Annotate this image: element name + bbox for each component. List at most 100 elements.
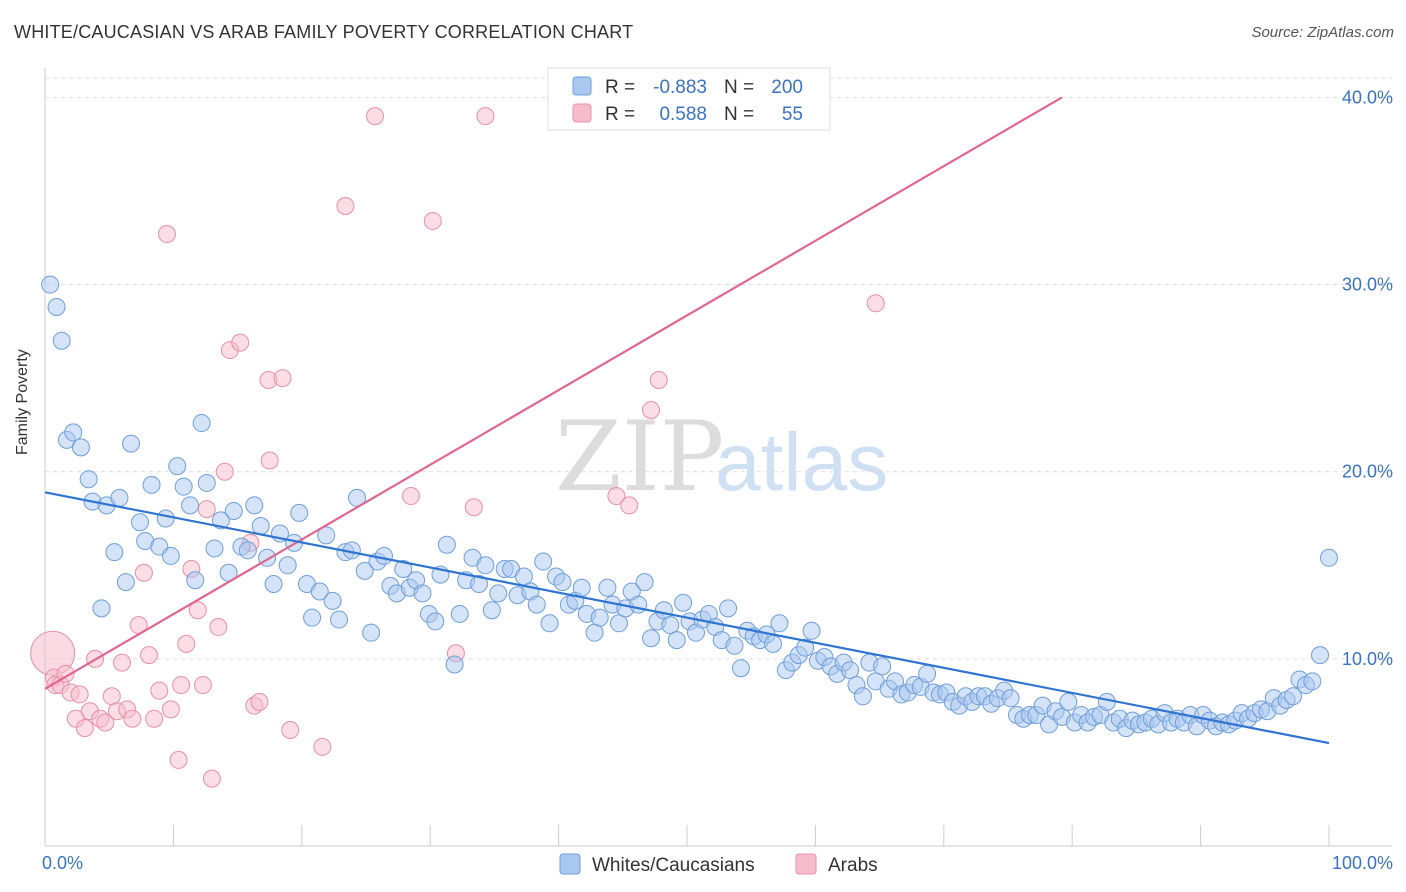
whites-point — [131, 513, 150, 532]
arabs-point — [96, 713, 115, 732]
whites-point — [585, 623, 604, 642]
arabs-point — [250, 692, 269, 711]
whites-point — [156, 509, 175, 528]
whites-point — [52, 331, 71, 350]
arabs-point — [70, 685, 89, 704]
whites-point — [64, 423, 83, 442]
whites-point — [323, 591, 342, 610]
whites-point — [1284, 687, 1303, 706]
legend-label: Whites/Caucasians — [592, 855, 755, 876]
whites-point — [394, 560, 413, 579]
whites-point — [238, 541, 257, 560]
legend-n-value: 55 — [782, 104, 803, 125]
whites-point — [667, 631, 686, 650]
whites-point — [161, 546, 180, 565]
whites-point — [534, 552, 553, 571]
arabs-point — [642, 400, 661, 419]
whites-point — [590, 608, 609, 627]
whites-point — [853, 687, 872, 706]
arabs-point — [607, 487, 626, 506]
whites-point — [553, 573, 572, 592]
arabs-trend-line — [44, 96, 1063, 690]
whites-point — [629, 595, 648, 614]
tick-labels: 10.0% 20.0% 30.0% 40.0% 0.0% 100.0% — [42, 87, 1393, 873]
whites-point — [572, 578, 591, 597]
whites-point — [654, 601, 673, 620]
whites-point — [116, 573, 135, 592]
legend-swatch — [559, 853, 581, 875]
arabs-point — [365, 107, 384, 126]
arabs-point — [172, 676, 191, 695]
arabs-point — [102, 687, 121, 706]
axes — [44, 68, 1392, 847]
whites-point — [1320, 548, 1338, 567]
x-tick-label: 100.0% — [1332, 853, 1393, 873]
arabs-point — [161, 700, 180, 719]
whites-trend-line — [44, 491, 1330, 745]
whites-point — [290, 503, 309, 522]
whites-point — [802, 621, 821, 640]
y-tick-label: 10.0% — [1342, 649, 1393, 669]
legend-n-label: N = — [724, 104, 754, 125]
whites-point — [71, 438, 90, 457]
whites-point — [105, 543, 124, 562]
whites-point — [1059, 692, 1078, 711]
series-legend: Whites/Caucasians Arabs — [559, 853, 878, 876]
legend-r-value: 0.588 — [659, 104, 707, 125]
whites-point — [489, 584, 508, 603]
arabs-point — [464, 498, 483, 517]
arabs-point — [260, 451, 279, 470]
legend-swatch — [572, 103, 592, 123]
whites-point — [224, 502, 243, 521]
whites-point — [598, 578, 617, 597]
whites-point — [661, 616, 680, 635]
whites-point — [437, 535, 456, 554]
whites-point — [181, 496, 200, 515]
whites-point — [245, 496, 264, 515]
whites-point — [1001, 689, 1020, 708]
whites-point — [469, 575, 488, 593]
legend-label: Arabs — [828, 855, 878, 876]
whites-point — [527, 595, 546, 614]
whites-point — [918, 664, 937, 683]
arabs-point — [193, 676, 212, 695]
arabs-points — [30, 107, 885, 788]
whites-point — [186, 571, 205, 590]
arabs-point — [231, 333, 250, 352]
whites-point — [445, 655, 464, 674]
whites-point — [1303, 672, 1322, 691]
whites-point — [330, 610, 349, 629]
arabs-point — [145, 709, 164, 728]
arabs-point — [113, 653, 132, 672]
whites-points — [41, 275, 1338, 738]
whites-point — [374, 546, 393, 565]
whites-point — [310, 582, 329, 601]
whites-point — [168, 457, 187, 476]
legend-r-label: R = — [605, 77, 635, 98]
whites-point — [841, 661, 860, 680]
whites-point — [47, 298, 66, 317]
whites-point — [674, 593, 693, 612]
arabs-point — [336, 196, 355, 215]
whites-point — [211, 511, 230, 530]
arabs-point — [197, 500, 216, 519]
legend-r-value: -0.883 — [653, 77, 707, 98]
whites-point — [764, 634, 783, 653]
arabs-point — [150, 681, 169, 700]
whites-point — [122, 434, 141, 453]
whites-point — [725, 636, 744, 655]
whites-point — [476, 556, 495, 575]
arabs-point — [866, 294, 885, 313]
arabs-point — [215, 462, 234, 481]
arabs-point — [281, 720, 300, 739]
whites-point — [317, 526, 336, 545]
whites-point — [355, 561, 374, 580]
whites-point — [92, 599, 111, 618]
whites-point — [719, 599, 738, 618]
legend-swatch — [795, 853, 817, 875]
watermark-zip: ZIP — [555, 401, 724, 513]
whites-point — [142, 475, 161, 494]
whites-point — [796, 638, 815, 657]
legend-box — [547, 67, 831, 131]
arabs-point — [476, 107, 495, 126]
